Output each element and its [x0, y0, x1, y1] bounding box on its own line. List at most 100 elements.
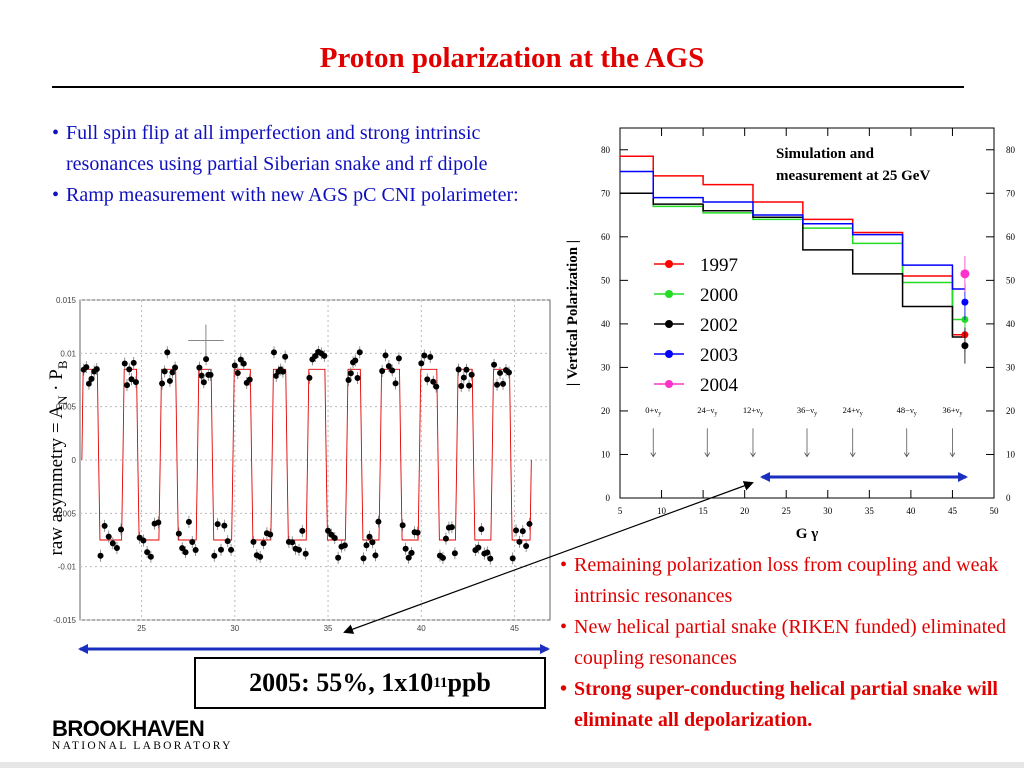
- data-point: [427, 353, 434, 360]
- data-point: [421, 352, 428, 359]
- asymmetry-ytick: 0.01: [60, 349, 76, 358]
- polarization-xtick: 25: [782, 506, 792, 516]
- title-underline: [52, 86, 964, 88]
- resonance-label: 24+νy: [843, 405, 863, 417]
- polarization-ytick-right: 80: [1006, 145, 1016, 155]
- data-point: [159, 380, 166, 387]
- data-point: [455, 366, 462, 373]
- brookhaven-logo: BROOKHAVEN NATIONAL LABORATORY: [52, 716, 233, 752]
- data-point: [179, 545, 186, 552]
- data-point: [228, 546, 235, 553]
- legend-marker: [665, 260, 673, 268]
- data-point: [166, 377, 173, 384]
- resonance-label: 36−νy: [797, 405, 817, 417]
- data-point: [356, 349, 363, 356]
- data-point: [224, 538, 231, 545]
- resonance-arrowhead: [804, 452, 810, 458]
- bullet-item: • Strong super-conducting helical partial…: [560, 674, 1020, 736]
- data-point: [505, 369, 512, 376]
- asymmetry-ytick: -0.015: [53, 616, 76, 625]
- data-point: [182, 549, 189, 556]
- data-point: [494, 381, 501, 388]
- polarization-ytick-right: 70: [1006, 188, 1016, 198]
- top-bullet-list: • Full spin flip at all imperfection and …: [52, 118, 532, 211]
- data-point: [345, 376, 352, 383]
- resonance-label: 36+νy: [942, 405, 962, 417]
- polarization-xtick: 40: [906, 506, 916, 516]
- data-point: [140, 537, 147, 544]
- data-point: [246, 376, 253, 383]
- data-point: [231, 362, 238, 369]
- data-point: [497, 369, 504, 376]
- result-exponent: 11: [433, 674, 448, 691]
- data-point: [130, 359, 137, 366]
- data-point: [282, 353, 289, 360]
- resonance-label: 24−νy: [697, 405, 717, 417]
- data-point: [155, 519, 162, 526]
- legend-label: 1997: [700, 255, 738, 276]
- slide-title: Proton polarization at the AGS: [319, 42, 705, 74]
- data-point: [430, 378, 437, 385]
- data-point: [463, 366, 470, 373]
- polarization-ytick-right: 50: [1006, 275, 1016, 285]
- polarization-xtick: 45: [948, 506, 958, 516]
- data-point: [118, 526, 125, 533]
- logo-name: BROOKHAVEN: [52, 716, 205, 741]
- data-point: [85, 380, 92, 387]
- asymmetry-ytick: 0: [72, 456, 77, 465]
- data-point: [270, 349, 277, 356]
- data-point: [124, 382, 130, 389]
- legend-marker: [665, 350, 673, 358]
- polarization-ytick: 20: [601, 406, 611, 416]
- data-point: [491, 361, 498, 368]
- polarization-ytick-right: 10: [1006, 449, 1016, 459]
- asymmetry-xtick: 25: [137, 624, 146, 633]
- bullet-text: Full spin flip at all imperfection and s…: [66, 122, 488, 175]
- link-arrow: [343, 481, 754, 634]
- bullet-dot: •: [52, 122, 60, 144]
- data-point: [147, 553, 154, 560]
- data-point: [352, 357, 359, 364]
- fit-curve: [81, 368, 532, 541]
- asymmetry-ytick: -0.01: [58, 563, 77, 572]
- data-point: [395, 355, 402, 362]
- data-point: [105, 533, 112, 540]
- data-point: [234, 370, 241, 377]
- polarization-ytick: 70: [601, 188, 611, 198]
- bullet-item: • Full spin flip at all imperfection and …: [52, 118, 532, 180]
- result-main: 2005: 55%, 1x10: [249, 668, 434, 697]
- data-point: [335, 554, 342, 561]
- data-point: [113, 545, 120, 552]
- data-point: [306, 374, 313, 381]
- data-point: [240, 360, 247, 367]
- polarization-ytick: 80: [601, 145, 611, 155]
- polarization-ytick: 40: [601, 319, 611, 329]
- result-tail: ppb: [447, 668, 491, 697]
- data-point: [172, 364, 179, 371]
- legend-label: 2004: [700, 375, 739, 396]
- result-box: 2005: 55%, 1x10 11 ppb: [194, 657, 546, 709]
- data-point: [214, 521, 221, 528]
- data-point: [175, 530, 182, 537]
- data-point: [302, 550, 309, 557]
- data-point: [389, 367, 396, 374]
- data-point: [185, 518, 192, 525]
- bullet-item: • Ramp measurement with new AGS pC CNI po…: [52, 180, 532, 211]
- legend-label: 2002: [700, 315, 738, 336]
- data-point: [121, 360, 128, 367]
- data-point: [97, 552, 104, 559]
- data-point: [424, 376, 431, 383]
- bullet-text: Strong super-conducting helical partial …: [574, 678, 998, 731]
- data-point: [289, 539, 296, 546]
- data-point: [458, 383, 465, 390]
- resonance-label: 12+νy: [743, 405, 763, 417]
- polarization-ytick: 10: [601, 449, 611, 459]
- asymmetry-ytick: 0.005: [56, 403, 77, 412]
- series-line-1997: [620, 155, 965, 336]
- asymmetry-ytick: 0.015: [56, 296, 77, 305]
- resonance-arrowhead: [903, 452, 910, 458]
- polarization-title-line1: Simulation and: [776, 146, 875, 162]
- data-point: [211, 552, 218, 559]
- data-point: [468, 371, 475, 378]
